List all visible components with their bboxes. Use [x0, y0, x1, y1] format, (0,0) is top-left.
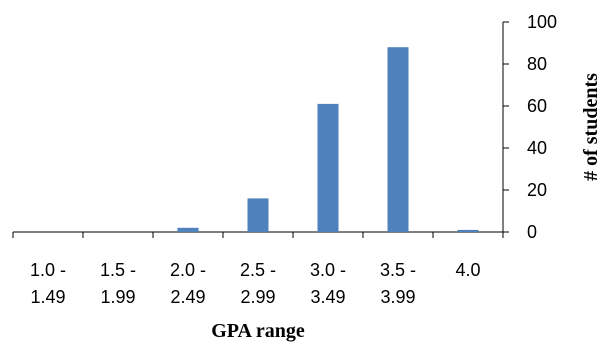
y-tick-label: 20 — [527, 180, 547, 200]
y-tick-label: 60 — [527, 96, 547, 116]
x-tick-label: 3.5 - — [380, 260, 416, 280]
bar — [387, 47, 409, 233]
x-tick-label: 1.49 — [30, 287, 65, 307]
x-tick-label: 4.0 — [455, 260, 480, 280]
bar — [457, 229, 479, 232]
x-tick-label: 2.5 - — [240, 260, 276, 280]
x-tick-label: 1.99 — [100, 287, 135, 307]
x-tick-label: 1.5 - — [100, 260, 136, 280]
y-tick-label: 40 — [527, 138, 547, 158]
x-tick-label: 1.0 - — [30, 260, 66, 280]
x-tick-label: 3.0 - — [310, 260, 346, 280]
bar — [177, 227, 199, 232]
plot-area: 1.0 - 1.49 1.5 - 1.99 2.0 - 2.49 2.5 - 2.99 3.0 … — [12, 12, 557, 307]
x-axis-title: GPA range — [211, 320, 305, 342]
x-tick-label: 2.99 — [240, 287, 275, 307]
bar — [247, 198, 269, 232]
bar-group — [177, 47, 479, 233]
y-tick-label: 0 — [527, 222, 537, 242]
x-tick-label: 2.49 — [170, 287, 205, 307]
bar — [317, 103, 339, 233]
y-axis-title: # of students — [580, 73, 602, 181]
x-tick-label: 3.99 — [380, 287, 415, 307]
y-tick-label: 80 — [527, 54, 547, 74]
y-tick-group: 0 20 40 60 80 100 — [503, 12, 557, 242]
x-tick-label: 3.49 — [310, 287, 345, 307]
y-tick-label: 100 — [527, 12, 557, 32]
x-tick-label: 2.0 - — [170, 260, 206, 280]
x-tick-group: 1.0 - 1.49 1.5 - 1.99 2.0 - 2.49 2.5 - 2.99 3.0 … — [12, 232, 504, 307]
